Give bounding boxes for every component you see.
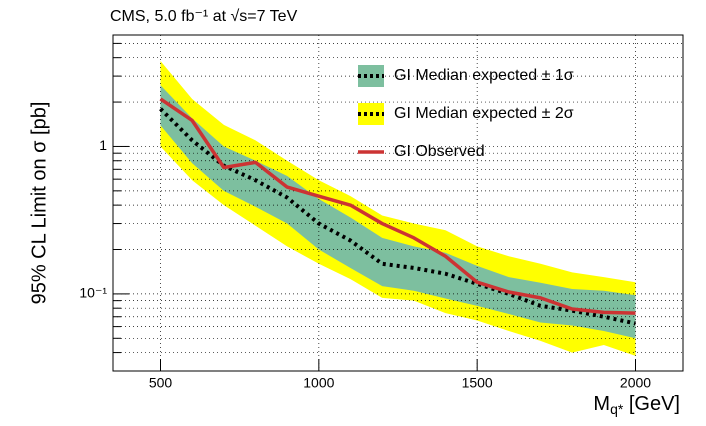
x-label-main: M [593, 393, 610, 415]
x-tick-label: 1500 [462, 375, 493, 391]
legend-entry: GI Median expected ± 1σ [358, 65, 574, 87]
legend-entry: GI Median expected ± 2σ [358, 103, 574, 125]
legend-entry: GI Observed [358, 143, 485, 160]
y-tick-label: 1 [99, 137, 107, 153]
legend-label: GI Median expected ± 2σ [394, 105, 574, 122]
plot-frame [112, 34, 684, 372]
x-tick-label: 2000 [620, 375, 651, 391]
y-tick-label: 10⁻¹ [79, 285, 107, 301]
legend-label: GI Observed [394, 143, 485, 160]
x-tick-label: 1000 [303, 375, 334, 391]
y-axis-label: 95% CL Limit on σ [pb] [28, 102, 50, 305]
legend-label: GI Median expected ± 1σ [394, 67, 574, 84]
x-axis-label: Mq* [GeV] [593, 393, 680, 416]
x-label-unit: [GeV] [623, 393, 680, 415]
chart-title: CMS, 5.0 fb⁻¹ at √s=7 TeV [110, 8, 298, 25]
x-tick-label: 500 [149, 375, 173, 391]
observed-line [159, 97, 636, 315]
median-line [159, 107, 636, 326]
x-label-sub: q* [610, 401, 624, 417]
